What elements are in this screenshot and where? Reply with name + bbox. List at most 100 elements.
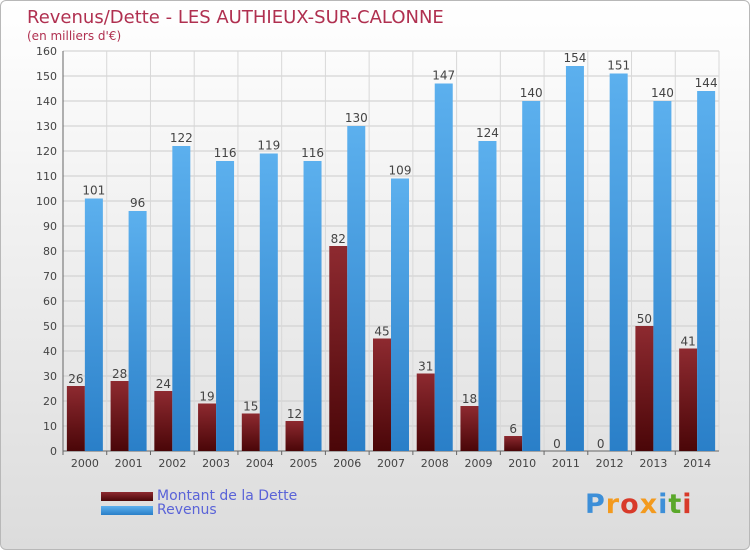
bar-revenue-2001 xyxy=(128,211,147,451)
data-label-debt-2006: 82 xyxy=(331,232,346,246)
y-tick-label: 160 xyxy=(36,45,57,58)
bar-debt-2000 xyxy=(66,386,85,451)
data-label-debt-2008: 31 xyxy=(418,360,433,374)
x-tick-label: 2001 xyxy=(115,457,143,470)
y-tick-label: 90 xyxy=(43,220,57,233)
y-tick-label: 10 xyxy=(43,420,57,433)
data-label-revenue-2002: 122 xyxy=(170,131,193,145)
chart-subtitle: (en milliers d'€) xyxy=(27,29,122,43)
data-label-debt-2002: 24 xyxy=(156,377,171,391)
legend-item-debt: Montant de la Dette xyxy=(101,488,297,504)
y-tick-label: 130 xyxy=(36,120,57,133)
legend-swatch-revenue xyxy=(101,505,153,515)
data-label-revenue-2007: 109 xyxy=(389,164,412,178)
x-tick-label: 2013 xyxy=(639,457,667,470)
legend-item-revenue: Revenus xyxy=(101,502,217,518)
data-label-debt-2005: 12 xyxy=(287,407,302,421)
x-tick-label: 2006 xyxy=(333,457,361,470)
legend-label-revenue: Revenus xyxy=(157,502,217,518)
data-label-revenue-2004: 119 xyxy=(257,139,280,153)
x-tick-label: 2000 xyxy=(71,457,99,470)
data-label-revenue-2001: 96 xyxy=(130,196,145,210)
bar-debt-2008 xyxy=(416,373,435,451)
y-tick-label: 30 xyxy=(43,370,57,383)
y-tick-label: 80 xyxy=(43,245,57,258)
legend-swatch-debt xyxy=(101,491,153,501)
data-label-debt-2009: 18 xyxy=(462,392,477,406)
data-label-debt-2000: 26 xyxy=(68,372,83,386)
data-label-revenue-2000: 101 xyxy=(82,184,105,198)
bar-debt-2005 xyxy=(285,421,304,451)
data-label-revenue-2012: 151 xyxy=(607,59,630,73)
bar-revenue-2003 xyxy=(216,161,235,451)
data-label-debt-2010: 6 xyxy=(509,422,517,436)
data-label-debt-2014: 41 xyxy=(680,335,695,349)
x-tick-label: 2002 xyxy=(158,457,186,470)
bar-debt-2010 xyxy=(504,436,523,451)
bar-revenue-2014 xyxy=(697,91,716,451)
bar-revenue-2008 xyxy=(434,83,453,451)
x-tick-label: 2003 xyxy=(202,457,230,470)
bar-revenue-2006 xyxy=(347,126,366,451)
bar-debt-2013 xyxy=(635,326,654,451)
x-tick-label: 2014 xyxy=(683,457,711,470)
bar-debt-2001 xyxy=(110,381,129,451)
y-tick-label: 150 xyxy=(36,70,57,83)
data-label-revenue-2010: 140 xyxy=(520,86,543,100)
y-tick-label: 120 xyxy=(36,145,57,158)
data-label-revenue-2014: 144 xyxy=(695,76,718,90)
y-tick-label: 100 xyxy=(36,195,57,208)
y-tick-label: 110 xyxy=(36,170,57,183)
x-tick-label: 2004 xyxy=(246,457,274,470)
bar-debt-2003 xyxy=(198,403,217,451)
x-tick-label: 2007 xyxy=(377,457,405,470)
bar-revenue-2005 xyxy=(303,161,322,451)
data-label-revenue-2003: 116 xyxy=(214,146,237,160)
bar-revenue-2013 xyxy=(653,101,672,451)
y-tick-label: 40 xyxy=(43,345,57,358)
bar-debt-2006 xyxy=(329,246,348,451)
bar-revenue-2007 xyxy=(391,178,409,451)
bar-debt-2002 xyxy=(154,391,173,451)
data-label-debt-2003: 19 xyxy=(199,390,214,404)
y-tick-label: 60 xyxy=(43,295,57,308)
y-tick-label: 140 xyxy=(36,95,57,108)
y-tick-label: 0 xyxy=(50,445,57,458)
x-tick-label: 2008 xyxy=(421,457,449,470)
data-label-debt-2012: 0 xyxy=(597,437,605,451)
data-label-revenue-2013: 140 xyxy=(651,86,674,100)
data-label-debt-2001: 28 xyxy=(112,367,127,381)
chart-title: Revenus/Dette - LES AUTHIEUX-SUR-CALONNE xyxy=(27,7,444,28)
data-label-revenue-2005: 116 xyxy=(301,146,324,160)
bar-revenue-2011 xyxy=(565,66,584,451)
bar-debt-2004 xyxy=(241,413,260,451)
y-tick-label: 20 xyxy=(43,395,57,408)
bar-revenue-2010 xyxy=(522,101,541,451)
x-tick-label: 2009 xyxy=(464,457,492,470)
data-label-debt-2007: 45 xyxy=(374,325,389,339)
data-label-revenue-2006: 130 xyxy=(345,111,368,125)
data-label-debt-2013: 50 xyxy=(637,312,652,326)
y-tick-label: 70 xyxy=(43,270,57,283)
bar-revenue-2012 xyxy=(609,73,628,451)
bar-revenue-2009 xyxy=(478,141,497,451)
proxiti-logo: Proxiti xyxy=(585,489,693,520)
data-label-revenue-2009: 124 xyxy=(476,126,499,140)
x-tick-label: 2010 xyxy=(508,457,536,470)
bar-revenue-2000 xyxy=(84,198,103,451)
bar-debt-2007 xyxy=(373,338,391,451)
x-tick-label: 2005 xyxy=(290,457,318,470)
bar-revenue-2002 xyxy=(172,146,191,451)
data-label-revenue-2011: 154 xyxy=(563,51,586,65)
bar-revenue-2004 xyxy=(259,153,278,451)
bar-debt-2009 xyxy=(460,406,479,451)
x-tick-label: 2011 xyxy=(552,457,580,470)
data-label-debt-2004: 15 xyxy=(243,400,258,414)
bar-debt-2014 xyxy=(679,348,698,451)
legend-label-debt: Montant de la Dette xyxy=(157,488,298,504)
data-label-debt-2011: 0 xyxy=(553,437,561,451)
data-label-revenue-2008: 147 xyxy=(432,69,455,83)
y-tick-label: 50 xyxy=(43,320,57,333)
